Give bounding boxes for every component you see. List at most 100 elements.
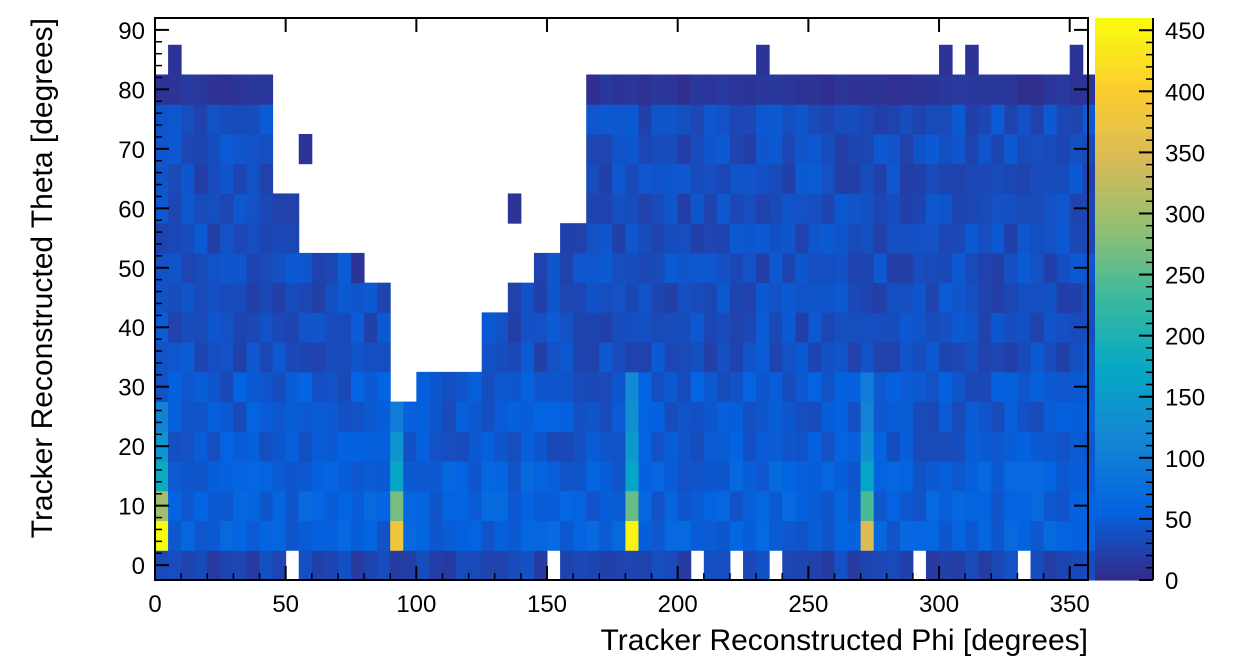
heatmap-cell (586, 223, 600, 254)
heatmap-cell (899, 104, 914, 135)
heatmap-cell (795, 252, 809, 284)
heatmap-cell (403, 550, 417, 581)
heatmap-cell (481, 520, 496, 551)
heatmap-cell (795, 431, 809, 462)
heatmap-cell (965, 461, 979, 492)
heatmap-cell (259, 104, 274, 135)
heatmap-cell (925, 520, 940, 551)
heatmap-cell (873, 401, 888, 432)
colorbar-segment (1095, 392, 1153, 398)
heatmap-cell (560, 401, 574, 432)
heatmap-cell (782, 550, 796, 581)
heatmap-cell (481, 401, 496, 432)
heatmap-cell (847, 431, 862, 462)
heatmap-cell (743, 520, 757, 551)
heatmap-cell (912, 342, 927, 373)
heatmap-cell (1082, 490, 1097, 522)
heatmap-cell (246, 282, 261, 313)
heatmap-cell (612, 163, 626, 194)
heatmap-cell (364, 371, 378, 403)
colorbar-segment (1095, 228, 1153, 235)
heatmap-cell (259, 401, 274, 432)
heatmap-cell (925, 133, 940, 165)
heatmap-cell (847, 282, 862, 313)
colorbar-segment (1095, 289, 1153, 295)
heatmap-cell (690, 431, 705, 462)
heatmap-cell (716, 431, 731, 462)
heatmap-cell (756, 74, 770, 105)
heatmap-cell (899, 163, 914, 194)
colorbar-segment (1095, 238, 1153, 244)
heatmap-cell (677, 371, 692, 403)
heatmap-cell (925, 342, 940, 373)
heatmap-cell (599, 401, 613, 432)
heatmap-cell (220, 252, 234, 284)
heatmap-cell (873, 104, 888, 135)
heatmap-cell (690, 371, 705, 403)
heatmap-cell (207, 490, 221, 522)
colorbar-segment (1095, 242, 1153, 249)
heatmap-cell (612, 371, 626, 403)
x-tick-label: 50 (272, 591, 299, 618)
heatmap-cell (978, 461, 992, 492)
heatmap-cell (703, 104, 718, 135)
heatmap-cell (677, 74, 692, 105)
heatmap-cell (716, 490, 731, 522)
heatmap-cell (925, 74, 940, 105)
heatmap-cell (207, 163, 221, 194)
heatmap-cell (246, 223, 261, 254)
colorbar-segment (1095, 495, 1153, 501)
heatmap-cell (847, 371, 862, 403)
heatmap-cell (1017, 193, 1032, 224)
heatmap-cell (612, 133, 626, 165)
colorbar-segment (1095, 46, 1153, 52)
heatmap-cell (272, 550, 287, 581)
heatmap-cell (991, 312, 1005, 343)
heatmap-cell (468, 431, 483, 462)
heatmap-cell (181, 461, 195, 492)
heatmap-cell (860, 312, 875, 343)
colorbar-segment (1095, 570, 1153, 576)
heatmap-cell (1056, 312, 1071, 343)
heatmap-cell (1056, 163, 1071, 194)
heatmap-cell (978, 371, 992, 403)
heatmap-cell (259, 163, 274, 194)
heatmap-cell (246, 74, 261, 105)
heatmap-cell (533, 520, 548, 551)
heatmap-cell (834, 550, 849, 581)
heatmap-cell (847, 461, 862, 492)
heatmap-cell (886, 104, 901, 135)
heatmap-cell (873, 223, 888, 254)
heatmap-cell (677, 550, 692, 581)
heatmap-cell (638, 282, 653, 313)
heatmap-cell (860, 342, 875, 373)
colorbar-tick-label: 250 (1165, 263, 1205, 290)
heatmap-cell (259, 74, 274, 105)
heatmap-cell (351, 431, 365, 462)
heatmap-cell (1030, 431, 1045, 462)
heatmap-cell (939, 282, 953, 313)
heatmap-cell (324, 520, 339, 551)
heatmap-cell (899, 520, 914, 551)
heatmap-cell (978, 312, 992, 343)
heatmap-cell (677, 431, 692, 462)
heatmap-cell (612, 104, 626, 135)
heatmap-cell (795, 342, 809, 373)
heatmap-cell (782, 163, 796, 194)
heatmap-cell (272, 520, 287, 551)
heatmap-cell (716, 223, 731, 254)
colorbar-segment (1095, 252, 1153, 258)
heatmap-cell (939, 401, 953, 432)
heatmap-cell (925, 312, 940, 343)
heatmap-cell (847, 342, 862, 373)
heatmap-cell (1004, 163, 1018, 194)
heatmap-cell (285, 193, 300, 224)
colorbar-segment (1095, 369, 1153, 375)
heatmap-cell (416, 371, 430, 403)
heatmap-cell (311, 312, 326, 343)
colorbar-tick-label: 0 (1165, 568, 1178, 595)
colorbar-segment (1095, 280, 1153, 286)
heatmap-cell (965, 74, 979, 105)
heatmap-cell (782, 282, 796, 313)
heatmap-cell (194, 133, 208, 165)
